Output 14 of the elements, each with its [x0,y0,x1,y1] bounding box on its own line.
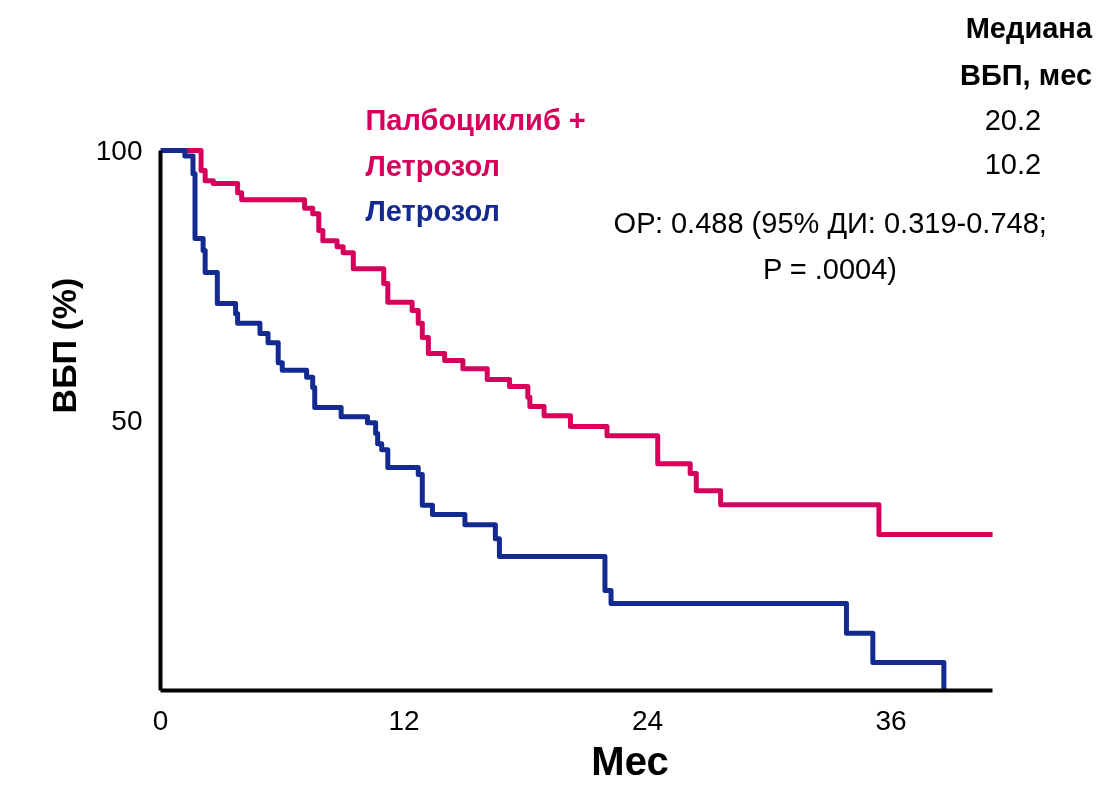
annotation: ОР: 0.488 (95% ДИ: 0.319-0.748; P = .0004) [613,206,1047,286]
y-tick-label: 50 [111,405,143,437]
x-axis-title: Мес [591,738,669,783]
x-tick-label: 12 [388,704,420,736]
y-tick-label: 100 [95,135,143,167]
text: 20.2 [984,104,1042,137]
x-tick-label: 36 [875,704,907,736]
text: Медиана ВБП, мес [959,12,1093,91]
y-axis-title: ВБП (%) [44,277,83,414]
text: Летрозол [365,194,500,227]
annotation: 10.2 [984,147,1042,180]
series-label: Палбоциклиб + Летрозол [365,103,586,183]
x-tick-label: 24 [632,704,664,736]
x-tick-label: 0 [152,704,169,736]
